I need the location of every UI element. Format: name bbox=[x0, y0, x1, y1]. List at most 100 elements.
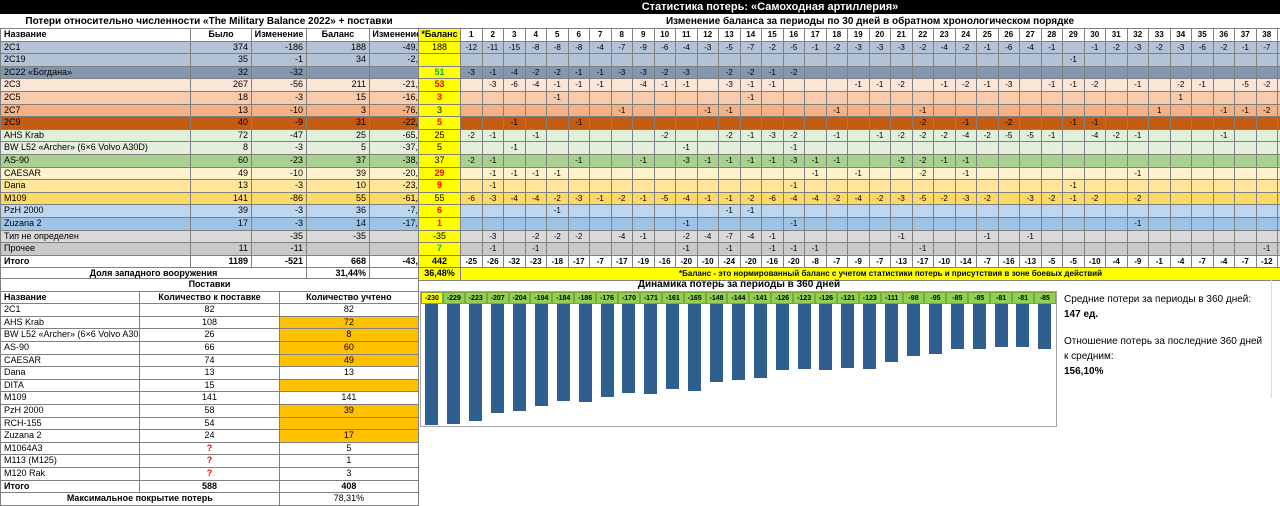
change-cell[interactable]: -86 bbox=[252, 192, 307, 205]
period-value-cell[interactable]: -2 bbox=[977, 129, 999, 142]
period-value-cell[interactable] bbox=[611, 154, 633, 167]
period-value-cell[interactable] bbox=[740, 142, 762, 155]
period-value-cell[interactable] bbox=[869, 205, 891, 218]
period-value-cell[interactable] bbox=[1020, 167, 1042, 180]
period-value-cell[interactable] bbox=[633, 104, 655, 117]
name-cell[interactable]: PzH 2000 bbox=[1, 404, 140, 417]
period-value-cell[interactable]: -6 bbox=[762, 192, 784, 205]
period-value-cell[interactable] bbox=[1106, 217, 1128, 230]
period-value-cell[interactable] bbox=[934, 117, 956, 130]
period-value-cell[interactable] bbox=[805, 205, 827, 218]
period-value-cell[interactable] bbox=[1127, 154, 1149, 167]
period-value-cell[interactable] bbox=[590, 205, 612, 218]
period-value-cell[interactable] bbox=[697, 243, 719, 256]
period-value-cell[interactable] bbox=[1213, 66, 1235, 79]
period-value-cell[interactable] bbox=[998, 230, 1020, 243]
period-value-cell[interactable] bbox=[826, 54, 848, 67]
period-value-cell[interactable]: -1 bbox=[482, 180, 504, 193]
period-value-cell[interactable] bbox=[590, 91, 612, 104]
counted-qty-cell[interactable]: 82 bbox=[279, 304, 418, 317]
supply-qty-cell[interactable]: 13 bbox=[140, 367, 279, 380]
period-value-cell[interactable] bbox=[1192, 154, 1214, 167]
period-value-cell[interactable] bbox=[1127, 230, 1149, 243]
period-value-cell[interactable]: -1 bbox=[525, 167, 547, 180]
total-supply[interactable]: 588 bbox=[140, 480, 279, 493]
normalized-balance-cell[interactable]: 37 bbox=[419, 154, 461, 167]
period-value-cell[interactable]: -1 bbox=[482, 66, 504, 79]
period-value-cell[interactable] bbox=[998, 91, 1020, 104]
balance-cell[interactable]: -35 bbox=[307, 230, 370, 243]
normalized-balance-cell[interactable]: 51 bbox=[419, 66, 461, 79]
counted-qty-cell[interactable]: 72 bbox=[279, 316, 418, 329]
balance-cell[interactable]: 31 bbox=[307, 117, 370, 130]
period-value-cell[interactable]: -1 bbox=[740, 154, 762, 167]
period-value-cell[interactable]: -1 bbox=[740, 129, 762, 142]
period-value-cell[interactable]: -4 bbox=[504, 192, 526, 205]
period-value-cell[interactable]: -1 bbox=[805, 243, 827, 256]
period-header[interactable]: 35 bbox=[1192, 29, 1214, 42]
counted-qty-cell[interactable]: 13 bbox=[279, 367, 418, 380]
name-cell[interactable]: AHS Krab bbox=[1, 129, 191, 142]
counted-qty-cell[interactable]: 3 bbox=[279, 467, 418, 480]
period-value-cell[interactable] bbox=[590, 243, 612, 256]
supply-qty-cell[interactable]: 141 bbox=[140, 392, 279, 405]
period-value-cell[interactable]: -1 bbox=[504, 117, 526, 130]
period-value-cell[interactable] bbox=[1149, 192, 1171, 205]
period-value-cell[interactable]: -2 bbox=[654, 66, 676, 79]
period-value-cell[interactable] bbox=[912, 217, 934, 230]
period-value-cell[interactable] bbox=[1235, 205, 1257, 218]
supplies-title[interactable]: Поставки bbox=[1, 279, 419, 292]
was-cell[interactable]: 18 bbox=[191, 91, 252, 104]
period-header[interactable]: 1 bbox=[461, 29, 483, 42]
normalized-balance-cell[interactable] bbox=[419, 54, 461, 67]
period-value-cell[interactable] bbox=[955, 104, 977, 117]
period-total-cell[interactable]: -20 bbox=[783, 255, 805, 268]
period-value-cell[interactable] bbox=[654, 205, 676, 218]
change-cell[interactable]: -1 bbox=[252, 54, 307, 67]
period-value-cell[interactable] bbox=[934, 104, 956, 117]
period-value-cell[interactable] bbox=[1170, 205, 1192, 218]
period-value-cell[interactable] bbox=[1041, 167, 1063, 180]
period-value-cell[interactable]: -1 bbox=[869, 129, 891, 142]
name-cell[interactable]: 2С9 bbox=[1, 117, 191, 130]
period-value-cell[interactable]: -2 bbox=[977, 192, 999, 205]
period-value-cell[interactable]: -2 bbox=[955, 79, 977, 92]
period-value-cell[interactable]: -2 bbox=[869, 192, 891, 205]
period-value-cell[interactable] bbox=[912, 66, 934, 79]
period-value-cell[interactable] bbox=[826, 217, 848, 230]
period-value-cell[interactable]: -1 bbox=[1235, 104, 1257, 117]
period-value-cell[interactable] bbox=[676, 54, 698, 67]
period-value-cell[interactable]: -1 bbox=[633, 230, 655, 243]
period-value-cell[interactable]: -3 bbox=[482, 192, 504, 205]
period-total-cell[interactable]: -1 bbox=[1149, 255, 1171, 268]
supply-qty-cell[interactable]: 54 bbox=[140, 417, 279, 430]
period-value-cell[interactable] bbox=[1213, 205, 1235, 218]
period-value-cell[interactable] bbox=[1020, 66, 1042, 79]
period-value-cell[interactable]: -2 bbox=[783, 66, 805, 79]
period-value-cell[interactable] bbox=[676, 180, 698, 193]
period-value-cell[interactable] bbox=[1192, 217, 1214, 230]
column-header[interactable]: Название bbox=[1, 29, 191, 42]
period-value-cell[interactable]: -2 bbox=[891, 129, 913, 142]
period-value-cell[interactable] bbox=[1235, 230, 1257, 243]
normalized-balance-total[interactable]: 442 bbox=[419, 255, 461, 268]
period-value-cell[interactable] bbox=[1063, 129, 1085, 142]
period-value-cell[interactable]: -2 bbox=[525, 66, 547, 79]
period-value-cell[interactable]: -4 bbox=[1084, 129, 1106, 142]
period-value-cell[interactable] bbox=[1106, 117, 1128, 130]
name-cell[interactable]: CAESAR bbox=[1, 354, 140, 367]
total-label[interactable]: Итого bbox=[1, 480, 140, 493]
period-value-cell[interactable] bbox=[654, 142, 676, 155]
period-value-cell[interactable]: -1 bbox=[547, 79, 569, 92]
normalized-balance-cell[interactable]: 29 bbox=[419, 167, 461, 180]
period-header[interactable]: 11 bbox=[676, 29, 698, 42]
period-value-cell[interactable] bbox=[826, 142, 848, 155]
period-value-cell[interactable]: -1 bbox=[590, 66, 612, 79]
period-value-cell[interactable] bbox=[1020, 217, 1042, 230]
period-value-cell[interactable] bbox=[1170, 154, 1192, 167]
was-cell[interactable]: 40 bbox=[191, 117, 252, 130]
period-value-cell[interactable] bbox=[525, 217, 547, 230]
period-value-cell[interactable]: -1 bbox=[547, 91, 569, 104]
period-value-cell[interactable] bbox=[912, 180, 934, 193]
period-value-cell[interactable]: -3 bbox=[1020, 192, 1042, 205]
